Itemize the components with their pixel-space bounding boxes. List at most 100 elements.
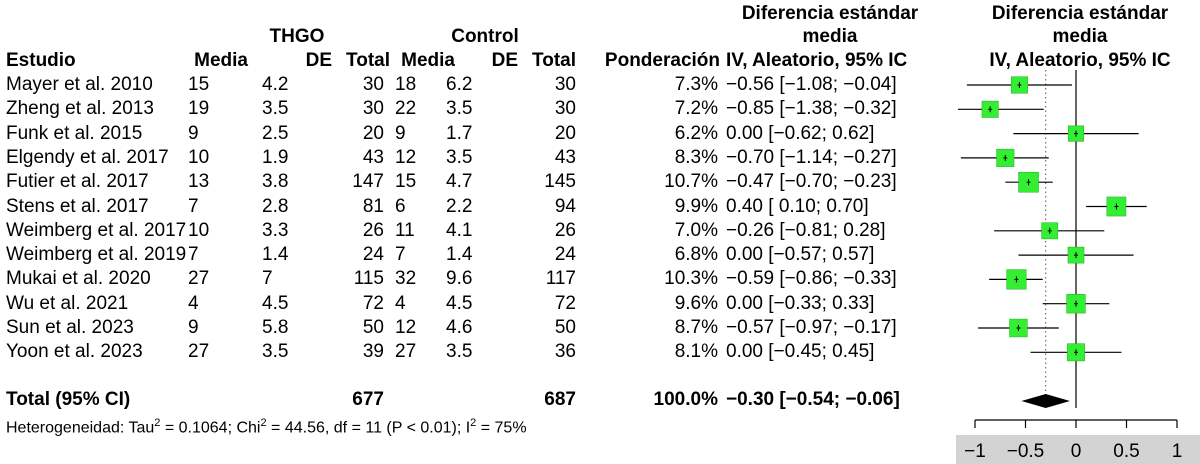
smd-ci: 0.00 [−0.33; 0.33]	[726, 292, 875, 314]
weight: 8.3%	[674, 146, 718, 168]
sd-control: 4.5	[446, 292, 473, 314]
mean-thgo: 10	[188, 146, 210, 168]
study-name: Weimberg et al. 2019	[6, 244, 187, 266]
weight: 10.3%	[664, 268, 718, 290]
mean-thgo: 7	[188, 244, 199, 266]
x-tick-label: 0	[1071, 441, 1082, 462]
weight: 7.0%	[674, 219, 718, 241]
sd-thgo: 1.4	[262, 244, 289, 266]
smd-header-line2: media	[802, 26, 858, 47]
sd-thgo: 3.3	[262, 219, 289, 241]
n-control: 94	[554, 195, 576, 217]
n-thgo: 81	[362, 195, 384, 217]
smd-ci: −0.26 [−0.81; 0.28]	[726, 219, 886, 241]
mean-control: 12	[395, 317, 417, 338]
i2-value: 75%	[494, 419, 527, 437]
study-name: Sun et al. 2023	[6, 317, 134, 338]
mean-control: 15	[395, 171, 417, 193]
sd-thgo: 3.8	[262, 171, 289, 193]
sd-control: 4.7	[446, 171, 473, 193]
x-tick-label: 1	[1172, 441, 1183, 462]
smd-ci: 0.00 [−0.57; 0.57]	[726, 244, 875, 266]
weight: 8.1%	[674, 341, 718, 363]
col-header-de-control: DE	[491, 50, 518, 71]
mean-control: 6	[395, 195, 406, 217]
col-header-total-control: Total	[532, 50, 576, 71]
n-thgo: 24	[362, 244, 384, 266]
n-thgo: 39	[362, 341, 384, 363]
weight: 7.2%	[674, 98, 718, 120]
n-thgo: 30	[362, 98, 384, 120]
weight: 6.2%	[674, 122, 718, 144]
sd-thgo: 5.8	[262, 317, 289, 338]
smd-ci: −0.47 [−0.70; −0.23]	[726, 171, 897, 193]
group-header-control: Control	[451, 26, 519, 47]
sd-control: 3.5	[446, 341, 473, 363]
pooled-diamond	[1021, 394, 1070, 408]
n-control: 20	[554, 122, 576, 144]
sd-thgo: 1.9	[262, 146, 289, 168]
total-n-control: 687	[544, 389, 576, 410]
mean-thgo: 27	[188, 341, 210, 363]
smd-ci: −0.59 [−0.86; −0.33]	[726, 268, 897, 290]
sd-control: 2.2	[446, 195, 473, 217]
smd-ci: 0.00 [−0.45; 0.45]	[726, 341, 875, 363]
mean-thgo: 10	[188, 219, 210, 241]
smd-header-line1: Diferencia estándar	[741, 3, 919, 24]
sd-control: 4.1	[446, 219, 473, 241]
sd-thgo: 4.2	[262, 74, 289, 95]
mean-control: 4	[395, 292, 406, 314]
smd-ci: −0.85 [−1.38; −0.32]	[726, 98, 897, 120]
study-name: Weimberg et al. 2017	[6, 219, 187, 241]
sd-thgo: 7	[262, 268, 273, 290]
sd-control: 6.2	[446, 74, 473, 95]
mean-control: 7	[395, 244, 406, 266]
col-header-de-thgo: DE	[305, 50, 332, 71]
n-control: 43	[554, 146, 576, 168]
smd-ci: −0.57 [−0.97; −0.17]	[726, 317, 897, 338]
mean-thgo: 7	[188, 195, 199, 217]
n-thgo: 50	[362, 317, 384, 338]
n-thgo: 72	[362, 292, 384, 314]
sd-thgo: 3.5	[262, 98, 289, 120]
plot-header-line2: media	[1052, 26, 1108, 47]
n-control: 145	[544, 171, 576, 193]
total-smd: −0.30 [−0.54; −0.06]	[726, 389, 900, 410]
weight: 9.9%	[674, 195, 718, 217]
n-thgo: 30	[362, 74, 384, 95]
sd-control: 1.7	[446, 122, 473, 144]
group-header-thgo: THGO	[269, 26, 325, 47]
n-control: 24	[554, 244, 576, 266]
n-thgo: 147	[352, 171, 384, 193]
col-header-weight: Ponderación	[604, 50, 720, 71]
sd-control: 3.5	[446, 146, 473, 168]
sd-control: 3.5	[446, 98, 473, 120]
x-tick-label: −0.5	[1007, 441, 1045, 462]
study-name: Futier et al. 2017	[6, 171, 149, 193]
n-thgo: 115	[353, 268, 384, 290]
mean-control: 11	[395, 219, 415, 241]
smd-ci: 0.00 [−0.62; 0.62]	[726, 122, 875, 144]
study-name: Stens et al. 2017	[6, 195, 149, 217]
weight: 6.8%	[674, 244, 718, 266]
sd-control: 4.6	[446, 317, 473, 338]
mean-thgo: 13	[188, 171, 210, 193]
sd-thgo: 3.5	[262, 341, 289, 363]
study-name: Elgendy et al. 2017	[6, 146, 169, 168]
axis-band	[956, 435, 1200, 464]
mean-thgo: 19	[188, 98, 210, 120]
study-name: Mukai et al. 2020	[6, 268, 151, 290]
mean-thgo: 4	[188, 292, 199, 314]
mean-thgo: 27	[188, 268, 210, 290]
mean-control: 32	[395, 268, 417, 290]
col-header-total-thgo: Total	[346, 50, 390, 71]
weight: 10.7%	[664, 171, 718, 193]
tau2-value: 0.1064	[178, 419, 228, 437]
weight: 8.7%	[674, 317, 718, 338]
n-control: 26	[554, 219, 576, 241]
n-control: 30	[554, 74, 576, 95]
heterogeneity-prefix: Heterogeneidad	[6, 419, 120, 437]
study-name: Wu et al. 2021	[6, 292, 129, 314]
sd-control: 1.4	[446, 244, 473, 266]
heterogeneity-text: Heterogeneidad: Tau2 = 0.1064; Chi2 = 44…	[6, 417, 527, 437]
